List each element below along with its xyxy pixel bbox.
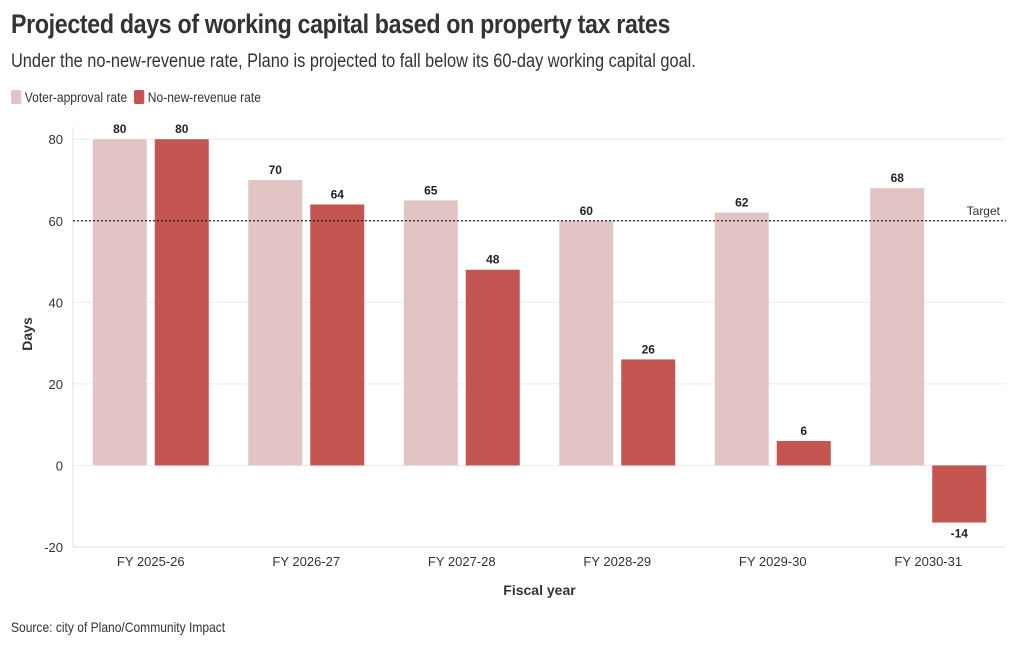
x-tick-label: FY 2030-31 [894, 554, 962, 569]
bar-voter-approval [714, 212, 769, 466]
bar-no-new-revenue [621, 359, 676, 466]
data-label: 6 [800, 424, 807, 438]
bar-no-new-revenue [465, 269, 520, 466]
data-label: -14 [951, 527, 969, 541]
bar-voter-approval [248, 180, 303, 466]
bar-no-new-revenue [154, 139, 209, 466]
x-axis-title: Fiscal year [503, 582, 576, 598]
y-tick-label: 20 [49, 377, 63, 392]
legend: Voter-approval rate No-new-revenue rate [11, 89, 268, 105]
chart-title: Projected days of working capital based … [11, 9, 671, 39]
legend-swatch-voter-approval [11, 90, 22, 104]
x-tick-label: FY 2026-27 [272, 554, 340, 569]
legend-label-voter-approval: Voter-approval rate [24, 89, 128, 105]
x-tick-label: FY 2027-28 [428, 554, 496, 569]
data-label: 26 [642, 342, 656, 356]
legend-item-no-new-revenue[interactable]: No-new-revenue rate [134, 89, 261, 105]
y-axis-title: Days [19, 317, 35, 351]
x-tick-label: FY 2025-26 [117, 554, 185, 569]
bar-no-new-revenue [776, 440, 831, 466]
data-label: 80 [175, 122, 189, 136]
data-label: 48 [486, 253, 500, 267]
data-label: 70 [269, 163, 283, 177]
y-tick-label: 80 [49, 132, 63, 147]
legend-item-voter-approval[interactable]: Voter-approval rate [11, 89, 127, 105]
data-label: 80 [113, 122, 127, 136]
legend-swatch-no-new-revenue [134, 90, 145, 104]
data-label: 62 [735, 196, 749, 210]
legend-label-no-new-revenue: No-new-revenue rate [147, 89, 261, 105]
data-label: 60 [580, 204, 594, 218]
y-tick-label: 0 [56, 458, 63, 473]
bar-voter-approval [870, 188, 925, 466]
bar-voter-approval [92, 139, 147, 466]
data-label: 68 [891, 171, 905, 185]
bar-no-new-revenue [310, 204, 365, 466]
x-tick-label: FY 2029-30 [739, 554, 807, 569]
chart-subtitle: Under the no-new-revenue rate, Plano is … [11, 51, 696, 72]
source-note: Source: city of Plano/Community Impact [11, 619, 226, 635]
y-tick-label: 60 [49, 214, 63, 229]
bar-no-new-revenue [932, 465, 987, 523]
y-tick-label: -20 [44, 540, 63, 555]
data-label: 64 [331, 187, 345, 201]
bar-voter-approval [403, 200, 458, 466]
bar-voter-approval [559, 220, 614, 466]
y-tick-label: 40 [49, 295, 63, 310]
x-tick-label: FY 2028-29 [583, 554, 651, 569]
data-label: 65 [424, 183, 438, 197]
target-label: Target [967, 204, 1001, 218]
